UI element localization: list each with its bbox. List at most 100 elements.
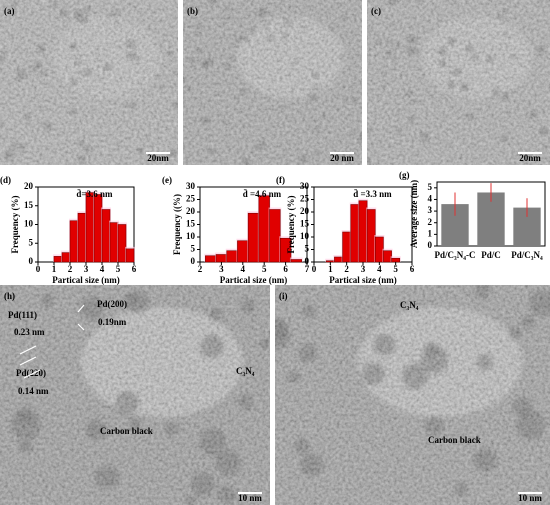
histogram-bar xyxy=(53,256,63,263)
y-tick-label: 10 xyxy=(300,231,310,241)
x-tick-label: 7 xyxy=(305,264,310,274)
histogram-bar xyxy=(125,248,135,263)
panel-label: (f) xyxy=(276,175,285,185)
annotation: Pd(220) xyxy=(16,368,46,378)
lattice-arrow xyxy=(77,304,85,313)
noise xyxy=(183,0,362,165)
y-tick-label: 15 xyxy=(186,219,196,229)
noise xyxy=(0,285,270,505)
histogram-bar xyxy=(69,220,79,263)
y-tick-label: 25 xyxy=(186,194,196,204)
x-tick-label: 1 xyxy=(328,264,333,274)
annotation: 0.23 nm xyxy=(14,327,45,337)
noise xyxy=(275,285,550,505)
histogram-bar xyxy=(334,256,343,263)
histogram-bar xyxy=(101,209,111,263)
tem-content xyxy=(0,0,178,165)
lattice-arrow xyxy=(19,356,37,366)
scale-bar-label: 20 nm xyxy=(330,153,354,163)
x-tick-label: 4 xyxy=(241,264,246,274)
x-tick-label: 3 xyxy=(361,264,366,274)
tem-content xyxy=(0,285,270,505)
x-tick-label: 2 xyxy=(198,264,203,274)
y-axis-label: Frequency (%) xyxy=(286,195,296,253)
y-tick-label: 10 xyxy=(186,231,196,241)
x-tick-label: 5 xyxy=(393,264,398,274)
scale-bar-label: 10 nm xyxy=(238,493,262,503)
y-tick-label: 1 xyxy=(428,228,433,238)
histogram-bar xyxy=(117,224,127,263)
scale-bar-label: 10 nm xyxy=(518,493,542,503)
histogram-bar xyxy=(85,192,95,263)
y-tick-label: 5 xyxy=(191,244,196,254)
x-tick-label: 3 xyxy=(219,264,224,274)
y-tick-label: 15 xyxy=(300,219,310,229)
y-tick-label: 3 xyxy=(428,205,433,215)
histogram-bar xyxy=(247,212,260,263)
y-tick-label: 0 xyxy=(428,240,433,250)
y-tick-label: 15 xyxy=(24,200,34,210)
histogram-bar xyxy=(93,194,103,263)
histogram-bar xyxy=(290,259,302,263)
y-tick-label: 30 xyxy=(186,181,196,191)
panel-label: (a) xyxy=(4,6,15,16)
histogram-bar xyxy=(77,212,87,263)
tem-content xyxy=(183,0,362,165)
y-tick-label: 0 xyxy=(29,256,34,266)
x-tick-label: 2 xyxy=(68,264,73,274)
y-tick-label: 5 xyxy=(305,244,310,254)
x-axis-label: Partical size (nm) xyxy=(220,275,287,285)
tem-image: (c) 20nm xyxy=(367,0,550,165)
x-tick-label: 6 xyxy=(410,264,415,274)
x-tick-label: 6 xyxy=(132,264,137,274)
histogram-bar xyxy=(269,209,281,263)
y-tick-label: 25 xyxy=(300,194,310,204)
y-tick-label: 5 xyxy=(428,182,433,192)
x-tick-label: 5 xyxy=(262,264,267,274)
x-tick-label: 0 xyxy=(36,264,41,274)
tem-content xyxy=(367,0,550,165)
x-tick-label: 6 xyxy=(283,264,288,274)
y-tick-label: 2 xyxy=(428,217,433,227)
x-tick-label: Pd/C xyxy=(481,250,501,260)
annotation: 0.14 nm xyxy=(18,386,49,396)
histogram-bar xyxy=(383,250,392,263)
panel-label: (b) xyxy=(187,6,198,16)
panel-label: (g) xyxy=(399,170,410,180)
y-axis-label: Frequency ((%) xyxy=(172,194,182,255)
annotation: Pd(200) xyxy=(97,299,127,309)
noise xyxy=(367,0,550,165)
y-tick-label: 20 xyxy=(24,181,34,191)
y-tick-label: 10 xyxy=(24,219,34,229)
x-tick-label: 4 xyxy=(377,264,382,274)
x-tick-label: 4 xyxy=(100,264,105,274)
y-tick-label: 30 xyxy=(300,181,310,191)
panel-label: (e) xyxy=(162,175,172,185)
x-axis-label: Partical size (nm) xyxy=(52,275,119,285)
annotation: d̄ =3.3 nm xyxy=(353,189,392,199)
x-tick-label: 3 xyxy=(84,264,89,274)
tem-image: (a) 20nm xyxy=(0,0,178,165)
histogram-bar xyxy=(325,260,335,263)
histogram-bar xyxy=(258,195,270,263)
annotation: Carbon black xyxy=(428,435,481,445)
y-axis-label: Frequency (%) xyxy=(10,195,20,253)
tem-content xyxy=(275,285,550,505)
y-tick-label: 0 xyxy=(305,256,310,266)
lattice-arrow xyxy=(19,345,37,355)
annotation: Pd(111) xyxy=(8,310,37,320)
panel-label: (i) xyxy=(279,291,288,301)
histogram-bar xyxy=(391,257,401,263)
tem-image: (b) 20 nm xyxy=(183,0,362,165)
y-tick-label: 5 xyxy=(29,237,34,247)
annotation: 0.19nm xyxy=(98,317,127,327)
histogram-bar xyxy=(109,222,119,263)
histogram-bar xyxy=(366,209,376,263)
histogram-bar xyxy=(61,252,71,263)
histogram-bar xyxy=(215,254,228,263)
tem-image: (h) 10 nm xyxy=(0,285,270,505)
noise xyxy=(0,0,178,165)
x-tick-label: 0 xyxy=(312,264,317,274)
x-axis-label: Partical size (nm) xyxy=(329,275,396,285)
